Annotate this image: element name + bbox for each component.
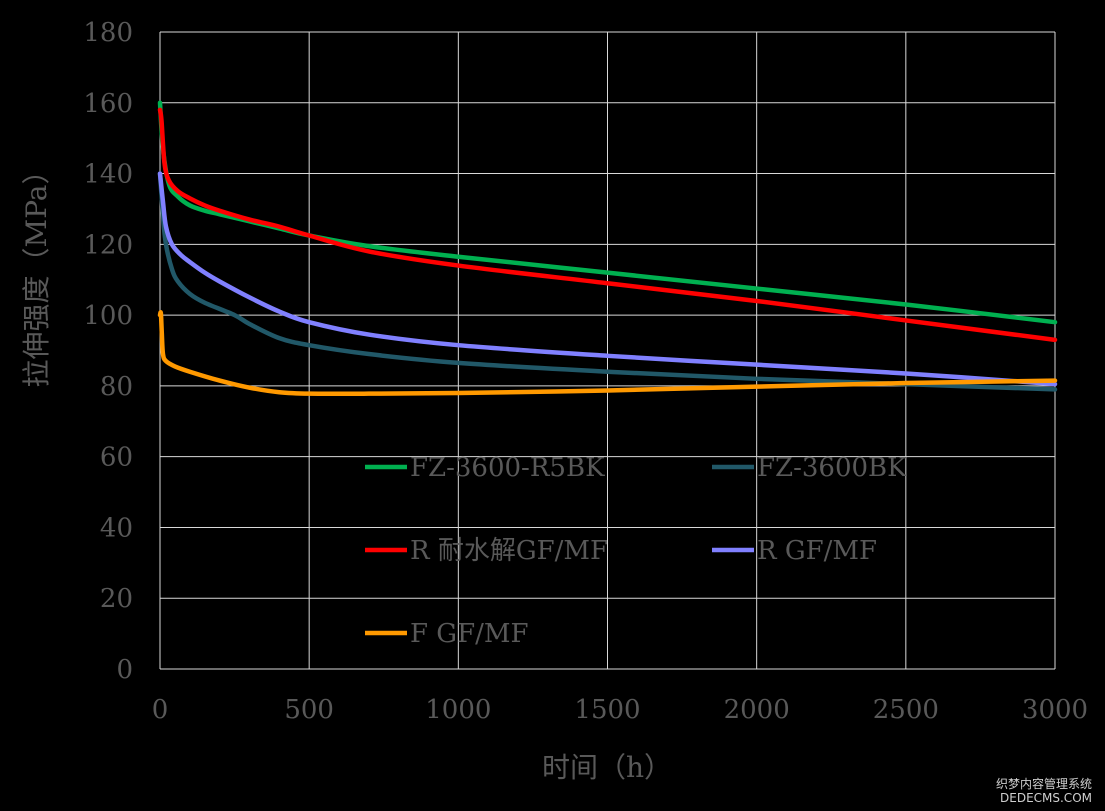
- series-line-5: [157, 310, 1058, 397]
- watermark-line-2: DEDECMS.COM: [1000, 791, 1092, 805]
- watermark-line-1: 织梦内容管理系统: [996, 776, 1092, 791]
- y-tick-label: 0: [116, 655, 133, 685]
- y-axis-title: 拉伸强度（MPa）: [20, 157, 53, 388]
- y-tick-label: 180: [83, 18, 133, 48]
- y-tick-label: 20: [100, 584, 133, 614]
- y-tick-label: 140: [83, 160, 133, 190]
- legend-label: F GF/MF: [410, 619, 529, 649]
- legend: FZ-3600-R5BK FZ-3600BK R 耐水解GF/MF R GF/MF F …: [365, 453, 907, 649]
- y-tick-label: 60: [100, 443, 133, 473]
- x-tick-label: 0: [152, 695, 169, 725]
- series-line-3: [157, 107, 1058, 343]
- y-tick-label: 100: [83, 301, 133, 331]
- series-line-4: [157, 171, 1058, 387]
- x-axis-title: 时间（h）: [542, 751, 672, 784]
- x-tick-labels: 0 500 1000 1500 2000 2500 3000: [152, 695, 1088, 725]
- y-tick-labels: 0 20 40 60 80 100 120 140 160 180: [83, 18, 133, 685]
- x-tick-label: 3000: [1022, 695, 1088, 725]
- y-tick-label: 80: [100, 372, 133, 402]
- y-tick-label: 160: [83, 89, 133, 119]
- x-tick-label: 1500: [574, 695, 640, 725]
- y-tick-label: 40: [100, 513, 133, 543]
- x-tick-label: 2000: [724, 695, 790, 725]
- x-tick-label: 500: [284, 695, 334, 725]
- legend-label: R 耐水解GF/MF: [410, 536, 608, 566]
- y-tick-label: 120: [83, 230, 133, 260]
- series-lines: [157, 100, 1058, 397]
- series-line-2: [157, 171, 1058, 392]
- x-tick-label: 1000: [425, 695, 491, 725]
- legend-label: FZ-3600BK: [757, 453, 907, 483]
- legend-label: FZ-3600-R5BK: [410, 453, 605, 483]
- legend-label: R GF/MF: [757, 536, 877, 566]
- x-tick-label: 2500: [873, 695, 939, 725]
